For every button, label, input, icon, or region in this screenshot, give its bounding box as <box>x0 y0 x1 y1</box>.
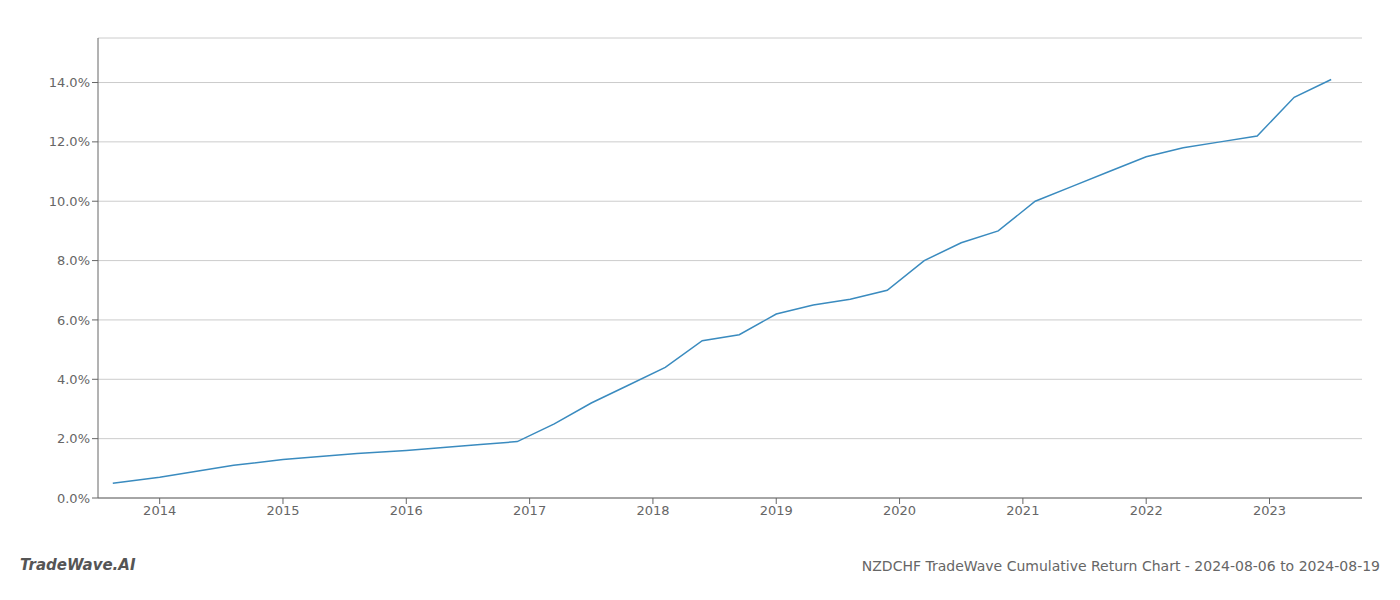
svg-text:2016: 2016 <box>390 503 423 518</box>
svg-text:2018: 2018 <box>636 503 669 518</box>
svg-text:2.0%: 2.0% <box>57 431 90 446</box>
svg-text:2022: 2022 <box>1130 503 1163 518</box>
svg-text:8.0%: 8.0% <box>57 253 90 268</box>
svg-text:10.0%: 10.0% <box>49 194 90 209</box>
html-text:NZDCHF TradeWave Cumulative Re: NZDCHF TradeWave Cumulative Return Chart… <box>861 558 1380 574</box>
svg-text:6.0%: 6.0% <box>57 313 90 328</box>
svg-text:4.0%: 4.0% <box>57 372 90 387</box>
svg-text:12.0%: 12.0% <box>49 134 90 149</box>
html-text:TradeWave.AI: TradeWave.AI <box>20 556 136 574</box>
svg-text:2021: 2021 <box>1006 503 1039 518</box>
svg-text:2014: 2014 <box>143 503 176 518</box>
svg-text:2019: 2019 <box>760 503 793 518</box>
svg-text:2017: 2017 <box>513 503 546 518</box>
svg-text:14.0%: 14.0% <box>49 75 90 90</box>
svg-text:2023: 2023 <box>1253 503 1286 518</box>
svg-text:2020: 2020 <box>883 503 916 518</box>
svg-text:2015: 2015 <box>266 503 299 518</box>
svg-text:0.0%: 0.0% <box>57 491 90 506</box>
